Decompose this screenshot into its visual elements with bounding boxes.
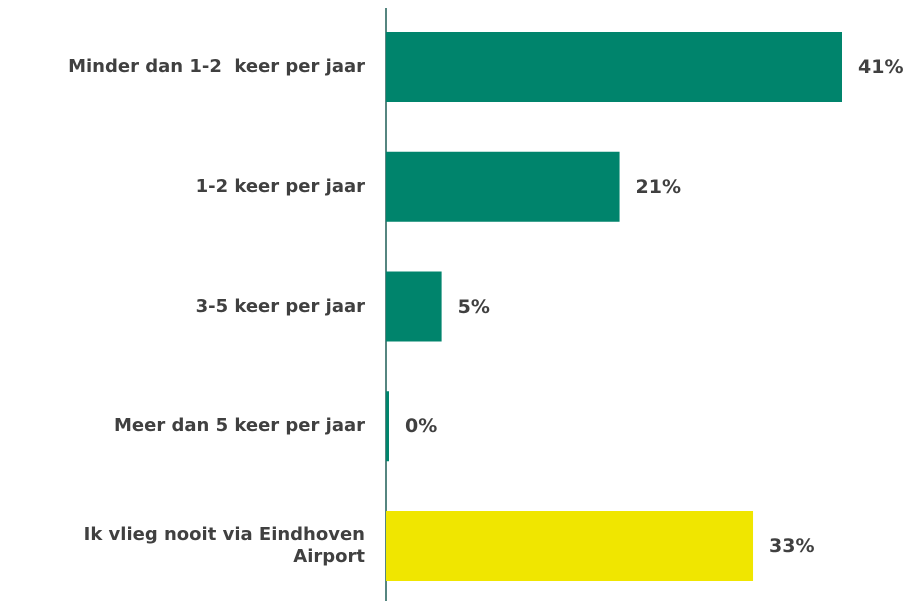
value-label: 0% bbox=[405, 415, 438, 438]
category-label: Meer dan 5 keer per jaar bbox=[114, 415, 365, 437]
bar bbox=[386, 511, 754, 581]
category-label: 3-5 keer per jaar bbox=[195, 295, 365, 317]
bar bbox=[386, 32, 842, 102]
value-label: 21% bbox=[635, 175, 682, 198]
value-label: 41% bbox=[858, 56, 904, 78]
category-label: Ik vlieg nooit via Eindhoven Airport bbox=[83, 524, 372, 567]
value-label: 5% bbox=[457, 295, 490, 318]
value-label: 33% bbox=[769, 535, 815, 557]
category-label: 1-2 keer per jaar bbox=[195, 175, 365, 197]
bar bbox=[386, 271, 442, 342]
bar bbox=[386, 151, 620, 222]
category-label: Minder dan 1-2 keer per jaar bbox=[68, 56, 365, 77]
bar bbox=[386, 391, 389, 462]
